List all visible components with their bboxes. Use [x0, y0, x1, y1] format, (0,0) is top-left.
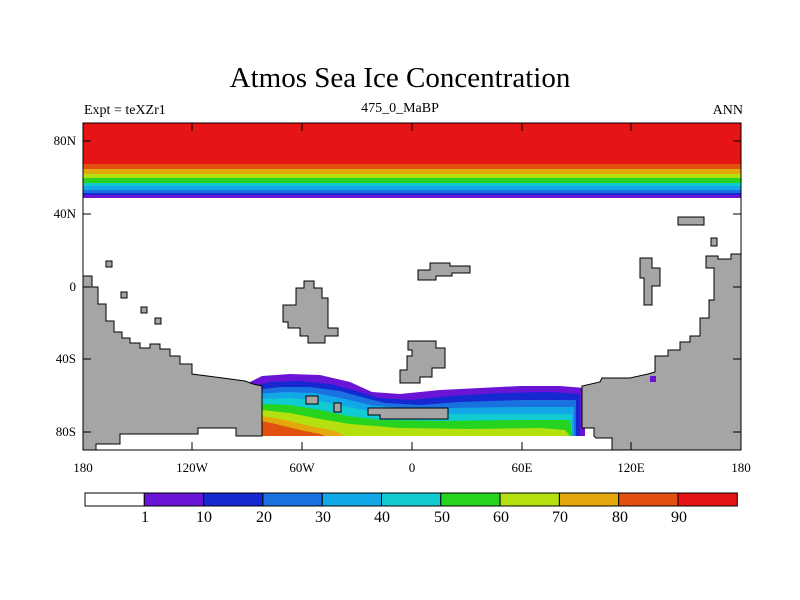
- land-northern-island: [417, 262, 471, 281]
- antarctic-band-80: [262, 421, 325, 436]
- x-label-60e: 60E: [511, 460, 533, 475]
- land-islet-9: [305, 395, 319, 405]
- colorbar-swatch-5: [381, 492, 442, 507]
- x-label-60w: 60W: [289, 460, 315, 475]
- land-islet-4: [154, 317, 162, 325]
- land-islet-3: [140, 306, 148, 314]
- colorbar-label-30: 30: [315, 509, 331, 526]
- antarctic-band-60: [262, 410, 570, 436]
- land-southern-island: [399, 340, 446, 384]
- colorbar-swatch-2: [203, 492, 264, 507]
- land-islet-2: [120, 291, 128, 299]
- colorbar-label-60: 60: [493, 509, 509, 526]
- colorbar-label-1: 1: [141, 509, 149, 526]
- x-label-0: 0: [408, 460, 416, 475]
- y-label-80n: 80N: [53, 133, 76, 148]
- arctic-band-10: [83, 193, 741, 195]
- land-western-continent: [82, 275, 263, 451]
- land-islet-7: [639, 257, 661, 306]
- colorbar-swatch-0: [84, 492, 145, 507]
- arctic-band-50: [83, 178, 741, 183]
- arctic-band-60: [83, 174, 741, 178]
- colorbar-label-10: 10: [196, 509, 212, 526]
- land-central-island: [282, 280, 339, 344]
- y-label-40s: 40S: [55, 351, 76, 366]
- y-label-0: 0: [69, 279, 77, 294]
- colorbar-label-80: 80: [612, 509, 628, 526]
- land-islet-8: [333, 402, 342, 413]
- y-axis-ticks: [83, 140, 741, 433]
- colorbar-swatch-9: [618, 492, 679, 507]
- x-label-180-west: 180: [73, 460, 93, 475]
- arctic-band-70: [83, 169, 741, 174]
- x-axis-ticks: [191, 123, 632, 450]
- colorbar-swatch-10: [677, 492, 738, 507]
- x-label-120w: 120W: [176, 460, 208, 475]
- land-eastern-continent: [581, 253, 742, 451]
- arctic-band-1: [83, 195, 741, 198]
- colorbar-label-40: 40: [374, 509, 390, 526]
- colorbar: [84, 492, 738, 507]
- land-islet-1: [105, 260, 113, 268]
- colorbar-label-70: 70: [552, 509, 568, 526]
- land-masses: [82, 216, 742, 451]
- colorbar-swatch-4: [321, 492, 383, 507]
- map-title: Atmos Sea Ice Concentration: [229, 62, 571, 94]
- x-label-180-east: 180: [731, 460, 751, 475]
- experiment-label: Expt = teXZr1: [84, 103, 166, 118]
- colorbar-label-20: 20: [256, 509, 272, 526]
- land-islet-6: [710, 237, 718, 247]
- arctic-band-20: [83, 190, 741, 193]
- arctic-ice-bands: [83, 123, 741, 198]
- y-label-40n: 40N: [53, 206, 76, 221]
- colorbar-label-50: 50: [434, 509, 450, 526]
- colorbar-swatch-8: [558, 492, 620, 507]
- antarctic-ice-edge-east: [650, 376, 656, 382]
- colorbar-swatch-3: [262, 492, 323, 507]
- period-label: 475_0_MaBP: [361, 101, 439, 116]
- arctic-band-30: [83, 186, 741, 190]
- season-label: ANN: [712, 103, 743, 118]
- land-antarctic-peninsula: [367, 407, 449, 420]
- arctic-band-80: [83, 164, 741, 169]
- colorbar-swatch-7: [499, 492, 560, 507]
- colorbar-label-90: 90: [671, 509, 687, 526]
- land-islet-5: [677, 216, 705, 226]
- x-label-120e: 120E: [617, 460, 645, 475]
- y-label-80s: 80S: [55, 424, 76, 439]
- arctic-band-40: [83, 183, 741, 186]
- colorbar-swatch-6: [440, 492, 501, 507]
- colorbar-swatch-1: [143, 492, 205, 507]
